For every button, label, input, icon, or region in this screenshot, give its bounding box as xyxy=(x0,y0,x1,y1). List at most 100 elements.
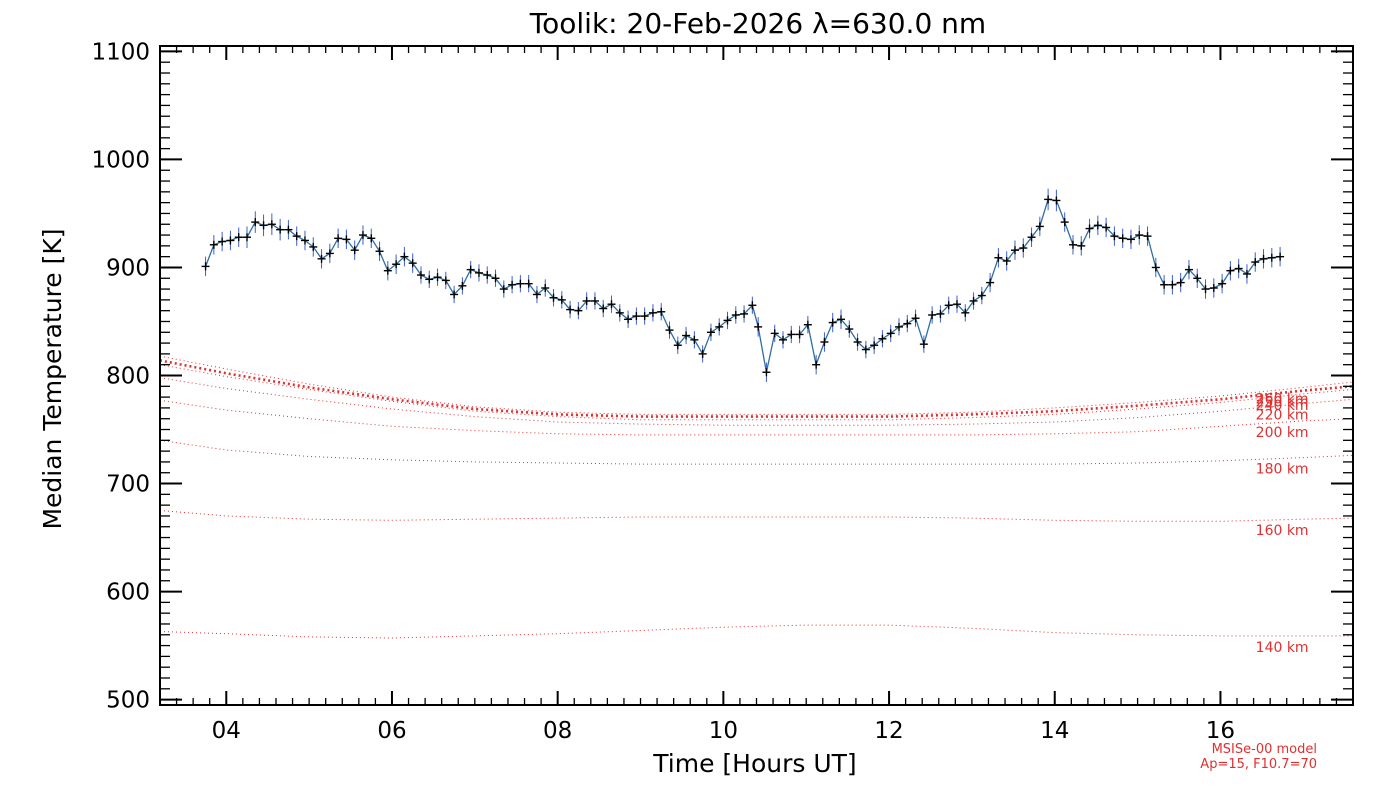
data-point xyxy=(657,307,666,316)
data-point xyxy=(1251,258,1260,267)
data-point xyxy=(1234,264,1243,273)
data-point xyxy=(574,306,583,315)
model-curve-140km xyxy=(159,624,1353,639)
data-point xyxy=(226,236,235,245)
data-point xyxy=(549,293,558,302)
data-point xyxy=(870,341,879,350)
data-point xyxy=(936,309,945,318)
data-point xyxy=(986,278,995,287)
data-point xyxy=(1267,253,1276,262)
data-point xyxy=(1168,280,1177,289)
data-point xyxy=(334,234,343,243)
data-point xyxy=(1176,278,1185,287)
data-point xyxy=(557,295,566,304)
data-point xyxy=(706,328,715,337)
model-curve-label: 240 km xyxy=(1256,398,1309,414)
data-point xyxy=(383,266,392,275)
y-tick-label: 1000 xyxy=(91,147,150,173)
data-point xyxy=(251,218,260,227)
data-point xyxy=(861,345,870,354)
data-point xyxy=(820,338,829,347)
data-point xyxy=(828,318,837,327)
data-point xyxy=(1010,246,1019,255)
model-note-2: Ap=15, F10.7=70 xyxy=(1200,757,1317,772)
data-point xyxy=(276,225,285,234)
y-tick-label: 600 xyxy=(106,580,150,606)
data-point xyxy=(474,268,483,277)
data-point xyxy=(944,301,953,310)
data-point xyxy=(433,273,442,282)
data-point xyxy=(582,296,591,305)
data-point xyxy=(961,308,970,317)
data-point xyxy=(919,340,928,349)
data-point xyxy=(682,331,691,340)
data-point xyxy=(342,235,351,244)
data-point xyxy=(516,279,525,288)
data-point xyxy=(1226,266,1235,275)
x-tick-label: 04 xyxy=(212,718,241,744)
data-point xyxy=(886,329,895,338)
data-point xyxy=(977,291,986,300)
plot-frame xyxy=(159,45,1354,706)
model-curve-220km xyxy=(159,377,1354,426)
data-point xyxy=(1085,224,1094,233)
data-point xyxy=(1044,195,1053,204)
data-point xyxy=(325,249,334,258)
data-point xyxy=(731,311,740,320)
x-tick-label: 16 xyxy=(1206,718,1235,744)
data-point xyxy=(350,246,359,255)
data-point xyxy=(787,330,796,339)
y-tick-label: 500 xyxy=(106,688,150,714)
data-point xyxy=(1193,274,1202,283)
data-point xyxy=(837,315,846,324)
data-point xyxy=(1184,265,1193,274)
data-point xyxy=(1060,218,1069,227)
data-point xyxy=(201,262,210,271)
data-point xyxy=(748,301,757,310)
data-point xyxy=(1201,285,1210,294)
model-curve-160km xyxy=(159,510,1354,522)
data-point xyxy=(1027,233,1036,242)
y-tick-label: 800 xyxy=(106,364,150,390)
data-point xyxy=(450,290,459,299)
data-point xyxy=(541,283,550,292)
data-point xyxy=(812,360,821,369)
data-point xyxy=(624,315,633,324)
data-point xyxy=(690,335,699,344)
data-point xyxy=(795,330,804,339)
data-point xyxy=(740,309,749,318)
data-point xyxy=(1160,280,1169,289)
data-point xyxy=(1102,223,1111,232)
y-tick-label: 1100 xyxy=(91,39,150,65)
measured-series xyxy=(201,188,1285,382)
data-point xyxy=(1093,221,1102,230)
data-point xyxy=(267,220,276,229)
data-point xyxy=(894,322,903,331)
data-point xyxy=(1151,263,1160,272)
data-point xyxy=(632,312,641,321)
x-tick-label: 10 xyxy=(709,718,738,744)
data-point xyxy=(566,305,575,314)
data-point xyxy=(499,285,508,294)
data-point xyxy=(209,240,218,249)
data-point xyxy=(952,300,961,309)
data-point xyxy=(715,322,724,331)
data-point xyxy=(234,233,243,242)
data-point xyxy=(1218,279,1227,288)
data-point xyxy=(1002,256,1011,265)
x-axis-label: Time [Hours UT] xyxy=(652,749,856,778)
data-point xyxy=(400,252,409,261)
data-point xyxy=(1143,232,1152,241)
data-point xyxy=(466,265,475,274)
data-point xyxy=(845,325,854,334)
data-point xyxy=(878,334,887,343)
data-point xyxy=(242,233,251,242)
model-curve-260km xyxy=(159,355,1354,415)
data-point xyxy=(284,225,293,234)
data-point xyxy=(292,232,301,241)
data-point xyxy=(1019,244,1028,253)
data-point xyxy=(458,281,467,290)
data-point xyxy=(375,247,384,256)
model-curve-label: 180 km xyxy=(1256,462,1309,478)
